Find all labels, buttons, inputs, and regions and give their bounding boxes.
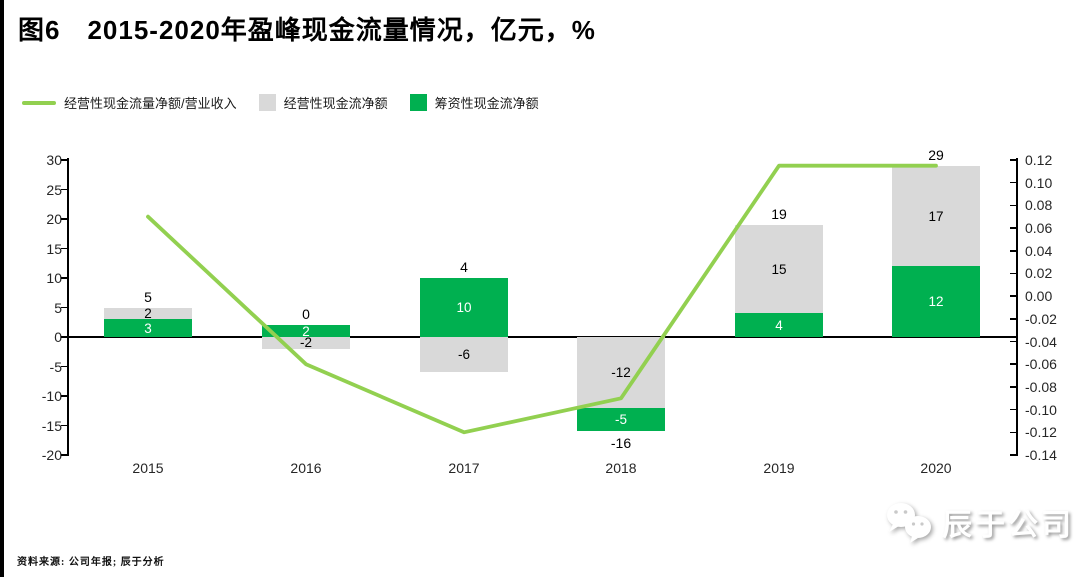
y-axis-tick-right <box>1010 340 1016 343</box>
y-axis-tick-label-right: -0.04 <box>1025 333 1057 350</box>
cashflow-ratio-line <box>146 163 938 435</box>
y-axis-tick-label-left: -15 <box>41 417 62 434</box>
x-axis-label: 2019 <box>763 460 795 476</box>
y-axis-tick-label-right: 0.10 <box>1025 174 1053 191</box>
watermark-company-name: 辰于公司 <box>942 509 1074 542</box>
bar-segment-operating: 15 <box>735 224 823 314</box>
source-note: 资料来源: 公司年报; 辰于分析 <box>17 557 165 568</box>
bar-segment-operating: -2 <box>262 336 350 350</box>
legend-label: 筹资性现金流净额 <box>434 96 539 111</box>
y-axis-tick-label-left: 30 <box>46 152 62 168</box>
bar-segment-financing: 12 <box>892 266 980 337</box>
bar-total-label: 4 <box>460 259 468 275</box>
y-axis-tick-left <box>61 277 67 279</box>
y-axis-tick-label-left: 0 <box>54 329 62 345</box>
y-axis-tick-right <box>1010 159 1016 161</box>
y-axis-right <box>1016 158 1018 456</box>
y-axis-tick-right <box>1010 204 1016 207</box>
left-border-bar <box>0 0 4 577</box>
y-axis-tick-right <box>1010 250 1016 252</box>
x-axis-label: 2018 <box>605 460 637 476</box>
y-axis-left <box>67 158 69 456</box>
bar-total-label: 29 <box>928 146 944 163</box>
bar-total-label: -16 <box>610 435 632 452</box>
y-axis-tick-label-left: 25 <box>46 181 62 198</box>
legend-item-operating-cashflow: 经营性现金流净额 <box>258 93 388 112</box>
bar-segment-operating: -6 <box>420 337 508 373</box>
y-axis-tick-left <box>61 306 67 309</box>
y-axis-tick-label-right: 0.06 <box>1025 220 1053 237</box>
y-axis-tick-label-right: -0.14 <box>1025 447 1057 463</box>
y-axis-tick-label-left: 15 <box>46 240 62 257</box>
y-axis-tick-label-right: 0.08 <box>1025 197 1053 214</box>
y-axis-tick-right <box>1010 272 1016 275</box>
bar-total-label: 5 <box>144 288 152 305</box>
bar-segment-financing: 3 <box>104 319 192 337</box>
y-axis-tick-right <box>1010 454 1016 456</box>
zero-baseline <box>68 336 1017 338</box>
bar-total-label: 19 <box>771 205 787 222</box>
legend-label: 经营性现金流量净额/营业收入 <box>64 96 237 111</box>
y-axis-tick-label-left: 20 <box>46 211 62 227</box>
y-axis-tick-label-right: 0.04 <box>1025 242 1053 259</box>
y-axis-tick-left <box>61 336 67 338</box>
y-axis-tick-label-right: 0.02 <box>1025 265 1053 282</box>
y-axis-tick-label-left: -20 <box>41 447 62 463</box>
y-axis-tick-right <box>1010 386 1016 388</box>
wechat-icon <box>887 503 931 543</box>
y-axis-tick-left <box>61 159 67 161</box>
y-axis-tick-label-right: 0.00 <box>1025 288 1053 305</box>
green-square-swatch <box>409 94 427 111</box>
x-axis-label: 2016 <box>290 460 322 476</box>
y-axis-tick-left <box>61 395 67 397</box>
y-axis-tick-right <box>1010 408 1016 411</box>
legend-label: 经营性现金流净额 <box>283 96 388 111</box>
y-axis-tick-left <box>61 247 67 250</box>
legend-item-financing-cashflow: 筹资性现金流净额 <box>409 93 539 112</box>
bar-segment-operating: 2 <box>104 307 192 320</box>
x-axis-label: 2020 <box>920 460 952 476</box>
bar-segment-financing: 10 <box>420 278 508 337</box>
y-axis-tick-label-left: 5 <box>54 299 62 316</box>
bar-segment-financing: 4 <box>735 313 823 337</box>
y-axis-tick-left <box>61 365 67 368</box>
gray-square-swatch <box>258 94 276 111</box>
y-axis-tick-label-right: 0.12 <box>1025 152 1053 168</box>
figure-title: 图6 2015-2020年盈峰现金流量情况，亿元，% <box>18 15 596 45</box>
y-axis-tick-right <box>1010 363 1016 365</box>
bar-total-label: 0 <box>302 306 310 323</box>
line-swatch <box>22 100 56 105</box>
y-axis-tick-right <box>1010 295 1016 297</box>
y-axis-tick-left <box>61 218 67 220</box>
y-axis-tick-right <box>1010 227 1016 229</box>
y-axis-tick-right <box>1010 318 1016 320</box>
bar-segment-financing: 2 <box>262 324 350 338</box>
y-axis-tick-label-left: -5 <box>49 358 62 375</box>
y-axis-tick-right <box>1010 431 1016 434</box>
x-axis-label: 2015 <box>132 460 164 476</box>
y-axis-tick-label-right: -0.02 <box>1025 310 1057 327</box>
bar-segment-operating: 17 <box>892 165 980 267</box>
company-watermark: 辰于公司 <box>884 500 1074 544</box>
x-axis-label: 2017 <box>448 460 480 476</box>
y-axis-tick-label-right: -0.08 <box>1025 378 1057 395</box>
y-axis-tick-label-left: -10 <box>41 388 62 404</box>
y-axis-tick-label-right: -0.10 <box>1025 401 1057 418</box>
bar-segment-financing: -5 <box>577 407 665 432</box>
chart-legend: 经营性现金流量净额/营业收入 经营性现金流净额 筹资性现金流净额 <box>22 93 539 112</box>
y-axis-tick-label-right: -0.06 <box>1025 356 1057 373</box>
y-axis-tick-right <box>1010 181 1016 184</box>
y-axis-tick-left <box>61 188 67 191</box>
y-axis-tick-label-right: -0.12 <box>1025 424 1057 441</box>
y-axis-tick-left <box>61 424 67 427</box>
y-axis-tick-left <box>61 454 67 456</box>
legend-item-ratio-line: 经营性现金流量净额/营业收入 <box>22 93 237 112</box>
y-axis-tick-label-left: 10 <box>46 270 62 286</box>
